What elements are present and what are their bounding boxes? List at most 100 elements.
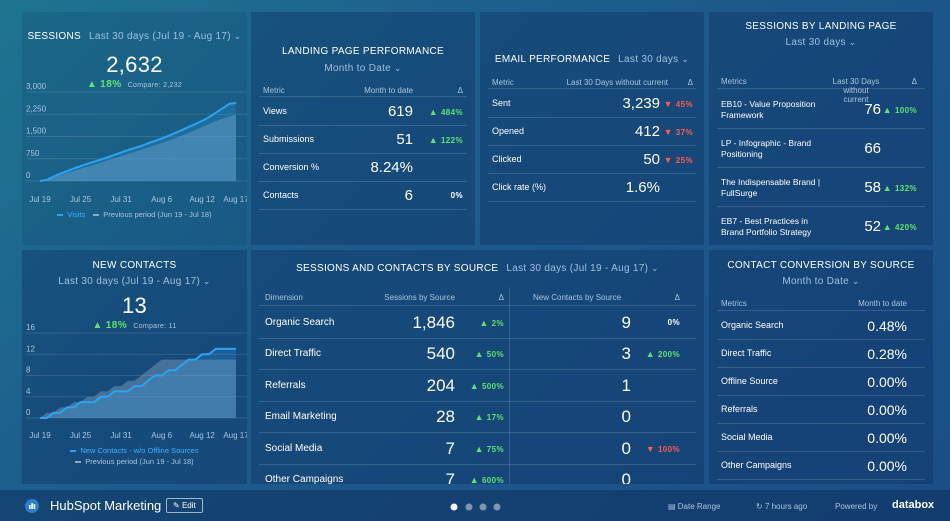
row-label: The Indispensable Brand | FullSurge: [721, 176, 821, 198]
legend-swatch: [70, 450, 77, 453]
brand: databox: [892, 499, 935, 511]
row-label: Direct Traffic: [721, 348, 772, 358]
row-label: Conversion %: [263, 162, 320, 172]
chart: 0 4 8 12 16 Jul 19 Jul 25 Jul 31 Aug 6 Aug 12 Aug …: [26, 323, 247, 440]
separator: [259, 153, 467, 154]
sessions-landing-panel: SESSIONS BY LANDING PAGE Last 30 days Metr…: [709, 12, 933, 245]
delta-arrow: ▲: [882, 221, 895, 232]
row-value: 0.00%: [867, 401, 907, 418]
separator: [259, 463, 696, 465]
delta: ▲ 122%: [429, 135, 463, 145]
compare: Compare: 2,232: [127, 82, 183, 89]
widget-title: SESSIONS AND CONTACTS BY SOURCE Last 30 d…: [251, 263, 704, 274]
x-tick-label: Jul 25: [70, 195, 92, 204]
widget-subtitle: Month to Date: [251, 63, 475, 74]
column-header: New Contacts by Source: [533, 293, 622, 302]
separator: [488, 173, 696, 174]
series-area: [40, 102, 236, 181]
legend-label: New Contacts - w/o Offline Sources: [80, 446, 199, 455]
row-label: Submissions: [263, 134, 315, 144]
row-value: 28: [436, 407, 455, 427]
row-label: Social Media: [721, 432, 773, 442]
widget-title: SESSIONS BY LANDING PAGE: [709, 21, 933, 32]
row-value: 52: [864, 217, 881, 235]
change-value: 18%: [100, 79, 122, 90]
row-value: 7: [445, 438, 455, 458]
separator: [488, 117, 696, 118]
row-value: 3: [621, 344, 631, 364]
date-range[interactable]: ▤ Date Range: [668, 502, 721, 511]
row-value: 6: [404, 187, 413, 204]
separator: [259, 432, 696, 433]
row-value: 66: [864, 139, 881, 157]
column-header: Δ: [498, 293, 504, 302]
row-value: 619: [387, 103, 413, 120]
y-tick-label: 0: [26, 408, 31, 417]
x-tick-label: Jul 25: [70, 431, 92, 440]
delta: ▼ 100%: [646, 444, 680, 454]
legend-swatch: [93, 214, 100, 217]
delta-value: 420%: [894, 222, 917, 232]
delta-arrow: ▲: [474, 349, 487, 360]
delta: ▼ 25%: [664, 155, 693, 165]
column-header: Δ: [457, 86, 463, 95]
separator: [717, 451, 925, 452]
edit-button[interactable]: ✎ Edit: [166, 498, 203, 513]
row-value: 204: [426, 375, 455, 395]
delta-arrow: ▲: [474, 443, 487, 454]
delta: ▲ 200%: [646, 349, 680, 359]
row-label: Direct Traffic: [265, 348, 321, 360]
delta-value: 45%: [675, 100, 693, 109]
row-label: Clicked: [492, 154, 522, 164]
column-header: Sessions by Source: [384, 293, 455, 302]
page-dot[interactable]: [479, 503, 487, 511]
separator: [259, 305, 696, 306]
delta-value: 17%: [486, 413, 504, 423]
column-header: Δ: [911, 77, 917, 86]
row-label: Opened: [492, 126, 525, 136]
widget-subtitle: Month to Date: [709, 276, 933, 287]
column-header: Dimension: [265, 293, 303, 302]
row-value: 0: [621, 407, 631, 427]
delta-value: 0%: [667, 317, 680, 327]
delta: 0%: [668, 318, 680, 327]
row-value: 8.24%: [370, 159, 413, 176]
row-value: 1,846: [412, 312, 455, 332]
delta-value: 2%: [491, 318, 504, 328]
legend-item: Visits: [57, 210, 85, 219]
y-tick-label: 1,500: [26, 127, 47, 136]
delta-value: 0%: [450, 191, 463, 200]
page-dot[interactable]: [450, 503, 458, 511]
row-label: EB7 - Best Practices in Brand Portfolio …: [721, 215, 812, 237]
delta-arrow: ▲: [882, 182, 895, 193]
page-dot[interactable]: [465, 503, 473, 511]
dashboard-name: HubSpot Marketing: [50, 498, 162, 513]
subtitle: Last 30 days: [618, 54, 689, 65]
legend-label: Previous period (Jun 19 - Jul 18): [103, 210, 212, 219]
separator: [259, 369, 696, 370]
sessions-panel: SESSIONS Last 30 days (Jul 19 - Aug 17) 2,…: [22, 12, 247, 245]
title: NEW CONTACTS: [92, 260, 177, 271]
row-value: 0.48%: [867, 317, 907, 334]
page-dot[interactable]: [493, 503, 501, 511]
row-label: Social Media: [265, 442, 323, 454]
row-value: 1.6%: [625, 179, 660, 196]
range: Last 30 days (Jul 19 - Aug 17): [89, 31, 242, 42]
y-tick-label: 12: [26, 344, 35, 353]
legend: New Contacts - w/o Offline Sources Previo…: [22, 445, 247, 467]
title: SESSIONS AND CONTACTS BY SOURCE: [296, 263, 499, 274]
column-header: Δ: [674, 293, 680, 302]
legend-item: New Contacts - w/o Offline Sources: [26, 445, 243, 456]
change-arrow: ▲: [92, 320, 106, 331]
row-label: Referrals: [721, 404, 758, 414]
series-area: [40, 348, 236, 418]
separator: [717, 310, 925, 311]
title: SESSIONS: [27, 31, 81, 42]
column-header: Last 30 Days without current: [832, 77, 880, 104]
edit-label: Edit: [181, 501, 196, 510]
widget-title: CONTACT CONVERSION BY SOURCE: [709, 260, 933, 271]
landing-page-panel: LANDING PAGE PERFORMANCE Month to Date Met…: [251, 12, 475, 245]
delta: ▼ 37%: [664, 127, 693, 137]
delta: ▲ 600%: [470, 475, 504, 484]
